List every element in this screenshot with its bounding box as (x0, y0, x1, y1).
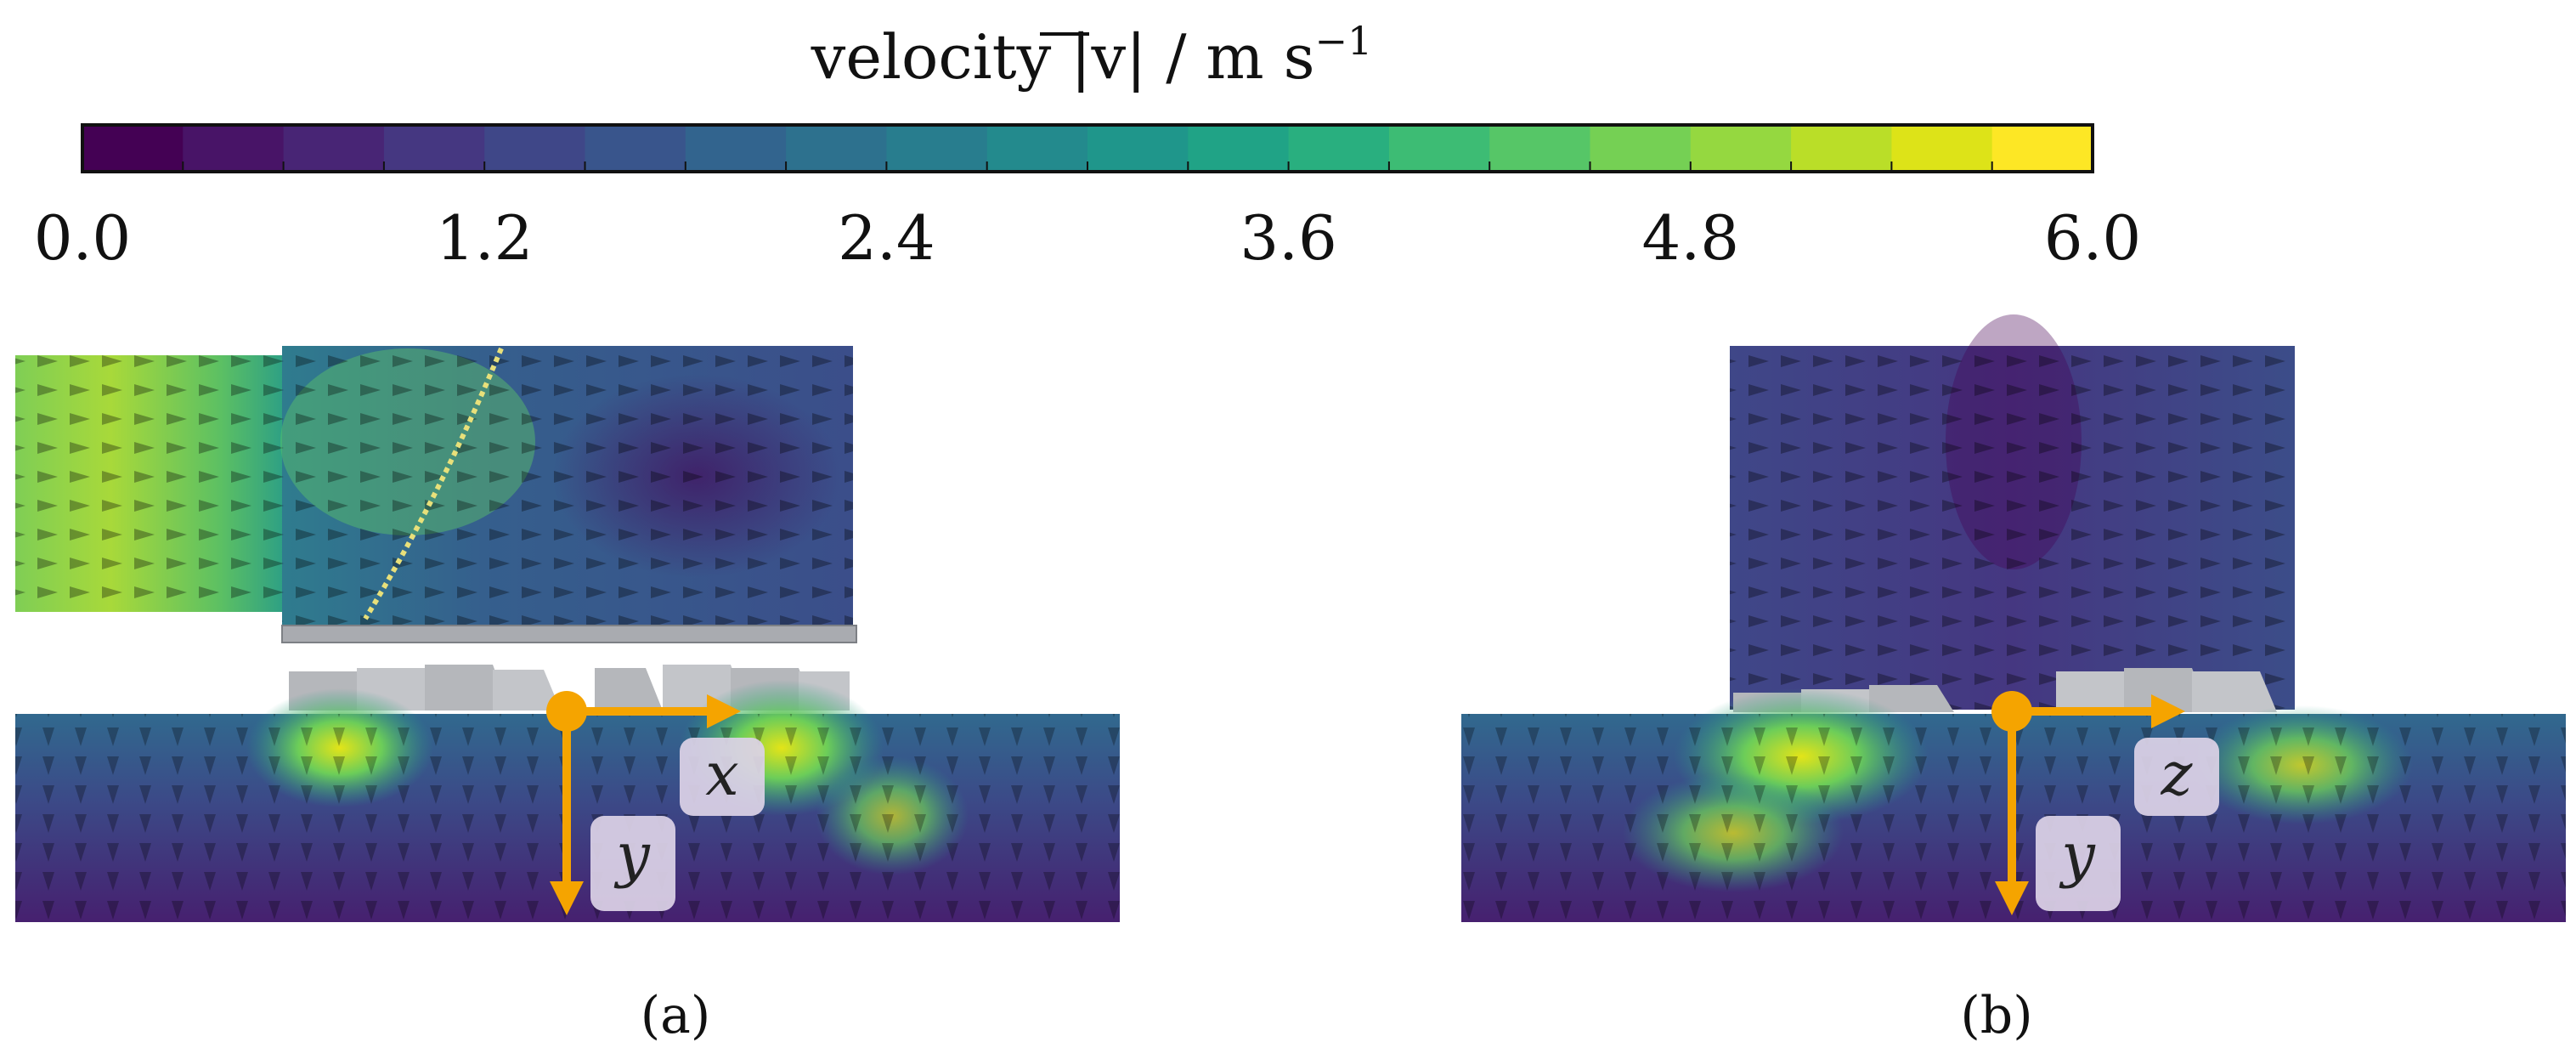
panel-a-axes-origin (546, 691, 587, 732)
panel-a-x-label: x (705, 739, 738, 809)
panel-a-baffle-plate (281, 625, 857, 643)
colorbar-swatch (1690, 125, 1792, 172)
colorbar-swatch (786, 125, 887, 172)
panel-b-axes: z y (1991, 691, 2219, 915)
panel-b-axes-origin (1991, 691, 2032, 732)
panel-a-x-label-box (680, 738, 765, 816)
colorbar-swatch (685, 125, 787, 172)
panel-a: x y (a) (15, 346, 1120, 1045)
colorbar-swatch (82, 125, 184, 172)
panel-a-inlet-arrows (15, 355, 289, 612)
colorbar-swatches (82, 125, 2093, 172)
colorbar-ticks: 0.0 1.2 2.4 3.6 4.8 6.0 (34, 202, 2142, 274)
colorbar-tick-label: 3.6 (1240, 202, 1337, 274)
panel-a-axes: x y (546, 691, 765, 915)
colorbar-tick-label: 6.0 (2044, 202, 2142, 274)
panel-b-upper-arrows (1730, 346, 2295, 710)
panel-a-y-label: y (613, 820, 651, 890)
panel-a-upper-arrows (282, 346, 853, 626)
colorbar-swatch (1991, 125, 2093, 172)
colorbar-swatch (1791, 125, 1892, 172)
colorbar-swatch (1590, 125, 1692, 172)
colorbar-swatch (886, 125, 988, 172)
colorbar-title: velocity |v| / m s−1 (811, 18, 1373, 93)
panel-a-y-label-box (590, 816, 675, 911)
panel-b-y-label-box (2036, 816, 2121, 911)
colorbar-swatch (1489, 125, 1591, 172)
colorbar-swatch (1891, 125, 1993, 172)
panel-a-label: (a) (641, 986, 711, 1045)
panel-b-z-label: z (2161, 739, 2194, 809)
panel-b-y-label: y (2059, 820, 2096, 890)
colorbar-swatch (1087, 125, 1189, 172)
colorbar-tick-label: 1.2 (436, 202, 534, 274)
colorbar: velocity |v| / m s−1 0.0 1.2 2.4 3.6 4.8 6.0 (34, 18, 2142, 274)
colorbar-swatch (1288, 125, 1390, 172)
colorbar-swatch (585, 125, 686, 172)
colorbar-swatch (183, 125, 285, 172)
colorbar-tick-label: 2.4 (838, 202, 935, 274)
colorbar-swatch (986, 125, 1088, 172)
colorbar-tick-label: 4.8 (1642, 202, 1740, 274)
colorbar-swatch (383, 125, 485, 172)
colorbar-swatch (1388, 125, 1490, 172)
panel-b-z-label-box (2134, 738, 2219, 816)
colorbar-frame (81, 123, 2094, 173)
panel-b-label: (b) (1960, 986, 2032, 1045)
colorbar-tick-label: 0.0 (34, 202, 132, 274)
panel-a-spray-line (363, 347, 504, 620)
colorbar-swatch (1188, 125, 1290, 172)
colorbar-swatch (283, 125, 385, 172)
colorbar-swatch (484, 125, 586, 172)
panel-b: z y (b) (1461, 314, 2566, 1045)
